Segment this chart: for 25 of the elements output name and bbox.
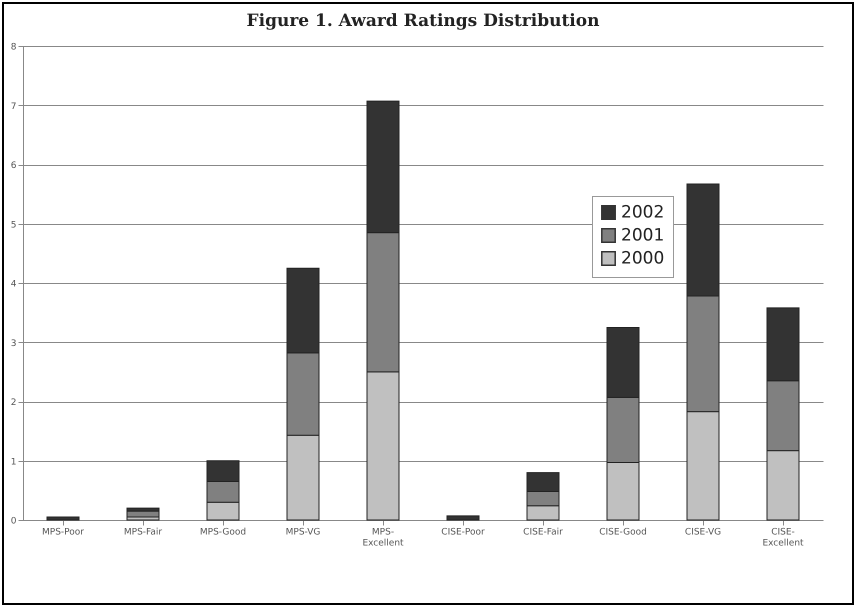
y-tick-label: 4 xyxy=(10,280,17,290)
x-tick-label: MPS-Poor xyxy=(42,528,84,538)
x-tick-label: CISE-VG xyxy=(684,528,722,538)
y-tick-label: 5 xyxy=(10,220,16,230)
y-tick-label: 7 xyxy=(10,102,16,112)
y-tick-label: 1 xyxy=(10,457,16,468)
y-tick-label: 3 xyxy=(10,338,16,349)
chart-title: Figure 1. Award Ratings Distribution xyxy=(246,11,600,31)
y-tick-label: 0 xyxy=(10,516,17,526)
y-tick-label: 6 xyxy=(10,161,17,171)
x-tick-label: CISE-Excellent xyxy=(762,528,804,548)
x-tick-label: CISE-Poor xyxy=(441,528,485,538)
legend-label: 2002 xyxy=(621,202,664,222)
legend-label: 2000 xyxy=(621,248,664,268)
y-tick-label: 8 xyxy=(10,42,17,52)
bar xyxy=(46,516,80,520)
x-tick-label: MPS-Excellent xyxy=(362,528,404,548)
y-tick-label: 2 xyxy=(10,398,16,408)
x-tick-label: CISE-Fair xyxy=(523,528,564,538)
bar xyxy=(446,515,480,520)
x-tick-label: CISE-Good xyxy=(599,528,647,538)
x-tick-label: MPS-Good xyxy=(200,528,246,538)
x-tick-label: MPS-Fair xyxy=(124,528,162,538)
legend-label: 2001 xyxy=(621,226,664,246)
x-tick-label: MPS-VG xyxy=(286,528,320,538)
